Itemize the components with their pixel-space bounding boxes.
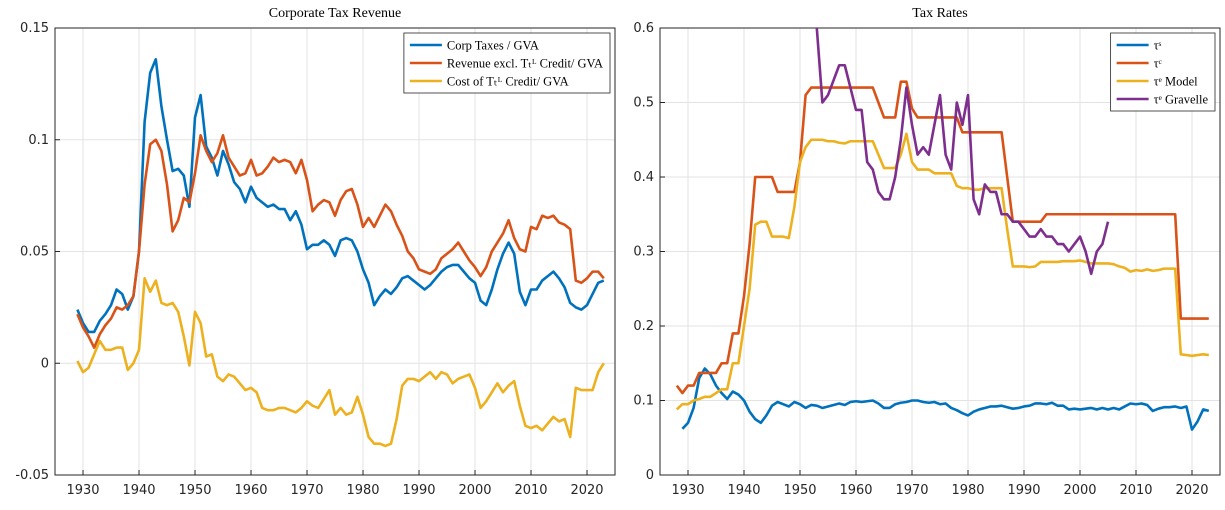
y-tick-label: 0.1 — [633, 394, 654, 409]
legend-label: τᵉ Model — [1154, 75, 1199, 89]
panel-title: Corporate Tax Revenue — [269, 6, 402, 21]
series-line — [76, 57, 605, 334]
y-tick-label: 0.5 — [633, 96, 654, 111]
x-tick-label: 1930 — [671, 483, 704, 498]
x-tick-label: 2000 — [1063, 483, 1096, 498]
y-tick-label: 0.15 — [20, 21, 49, 36]
y-tick-label: 0.05 — [20, 245, 49, 260]
series-line — [675, 132, 1209, 411]
x-tick-label: 2000 — [458, 483, 491, 498]
x-tick-label: 2020 — [570, 483, 603, 498]
x-tick-label: 1980 — [951, 483, 984, 498]
x-tick-label: 1970 — [290, 483, 323, 498]
legend-label: τᵉ Gravelle — [1154, 93, 1209, 107]
y-tick-label: 0.1 — [28, 133, 49, 148]
legend-label: Cost of Tₜᴸ Credit/ GVA — [447, 75, 569, 89]
x-tick-label: 1950 — [178, 483, 211, 498]
plot-frame — [54, 27, 616, 476]
legend: τˢ τᶜ τᵉ Model τᵉ Gravelle — [1110, 32, 1216, 112]
series-line — [815, 28, 1110, 276]
x-tick-label: 1930 — [66, 483, 99, 498]
series-line — [681, 367, 1210, 431]
x-tick-label: 2010 — [1119, 483, 1152, 498]
legend-label: τᶜ — [1154, 57, 1162, 71]
plot-frame — [659, 27, 1221, 476]
x-tick-label: 1980 — [346, 483, 379, 498]
legend-label: Corp Taxes / GVA — [447, 39, 539, 53]
series-group — [76, 57, 605, 448]
y-tick-label: 0.4 — [633, 170, 654, 185]
legend: Corp Taxes / GVA Revenue excl. Tₜᴸ Credit… — [403, 32, 611, 94]
y-tick-label: 0.6 — [633, 21, 654, 36]
legend-label: Revenue excl. Tₜᴸ Credit/ GVA — [447, 57, 603, 71]
x-tick-label: 2010 — [514, 483, 547, 498]
x-tick-label: 1960 — [234, 483, 267, 498]
y-tick-label: 0 — [41, 356, 49, 371]
x-tick-label: 2020 — [1175, 483, 1208, 498]
y-tick-label: 0 — [646, 468, 654, 483]
x-tick-label: 1940 — [122, 483, 155, 498]
y-tick-label: 0.3 — [633, 245, 654, 260]
panel-title: Tax Rates — [912, 6, 967, 21]
x-tick-label: 1990 — [1007, 483, 1040, 498]
x-tick-label: 1950 — [783, 483, 816, 498]
x-tick-label: 1960 — [839, 483, 872, 498]
series-group — [675, 28, 1210, 431]
x-tick-label: 1940 — [727, 483, 760, 498]
y-tick-label: 0.2 — [633, 319, 654, 334]
x-tick-label: 1990 — [402, 483, 435, 498]
x-tick-label: 1970 — [895, 483, 928, 498]
series-line — [76, 277, 605, 448]
legend-label: τˢ — [1154, 39, 1162, 53]
series-line — [76, 133, 605, 349]
y-tick-label: -0.05 — [15, 468, 49, 483]
